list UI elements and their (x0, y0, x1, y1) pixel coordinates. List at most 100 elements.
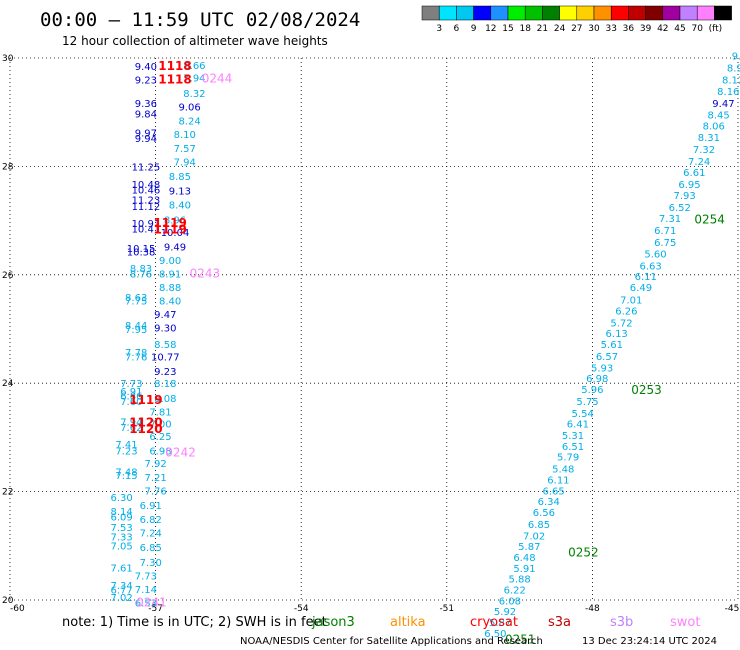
swh-value: 5.88 (508, 575, 530, 586)
legend-tick-label: 3 (436, 24, 442, 34)
legend-tick-label: 21 (537, 24, 548, 34)
swh-value: 7.05 (110, 542, 132, 553)
swh-value: 7.15 (115, 471, 137, 482)
swh-value: 6.56 (533, 508, 555, 519)
swh-value: 8.08 (154, 394, 176, 405)
swh-value: 8.85 (169, 172, 191, 183)
legend-swatch (593, 5, 612, 21)
legend-swatch (473, 5, 492, 21)
legend-tick-label: 18 (519, 24, 531, 34)
swh-value: 6.91 (120, 387, 142, 398)
swh-value: 6.30 (110, 493, 132, 504)
swh-value: 8.45 (707, 111, 729, 122)
swh-value: 9.84 (135, 110, 157, 121)
legend-swatch (438, 5, 457, 21)
legend-swatch (610, 5, 629, 21)
swh-value: 8.88 (159, 283, 181, 294)
swh-value: 8.76 (130, 270, 152, 281)
swh-value: 6.13 (606, 329, 628, 340)
legend-tick-label: 9 (471, 24, 477, 34)
lat-label: 24 (2, 379, 14, 389)
footer-credit: NOAA/NESDIS Center for Satellite Applica… (240, 636, 543, 647)
swh-value: 8.10 (174, 130, 196, 141)
satellite-label: altika (390, 615, 426, 630)
swh-value: 9.47 (712, 99, 734, 110)
legend-swatch (628, 5, 646, 21)
legend-swatch (490, 5, 509, 21)
swh-value: 11.25 (132, 163, 161, 174)
swh-value: 9.97 (135, 129, 157, 140)
swh-value: 7.94 (174, 157, 196, 168)
swh-value: 5.87 (518, 542, 540, 553)
swh-value: 6.71 (654, 226, 676, 237)
satellite-label: jason3 (311, 615, 355, 630)
swh-value: 6.77 (110, 585, 132, 596)
track-time-label: 0252 (568, 546, 599, 560)
swh-value: 6.98 (586, 374, 608, 385)
swh-value: 10.91 (132, 219, 161, 230)
swh-value: 7.53 (110, 523, 132, 534)
swh-value: 5.91 (513, 564, 535, 575)
map-subtitle: 12 hour collection of altimeter wave hei… (62, 34, 328, 48)
legend-swatch (524, 5, 543, 21)
legend-tick-label: 39 (640, 24, 652, 34)
swh-value: 5.60 (644, 249, 666, 260)
lat-label: 20 (2, 596, 14, 606)
swh-value: 6.98 (149, 447, 171, 458)
swh-value: 7.73 (120, 379, 142, 390)
swh-value: 5.92 (494, 607, 516, 618)
swh-value: 7.73 (135, 571, 157, 582)
swh-value: 6.11 (635, 272, 657, 283)
swh-value: 7.57 (174, 144, 196, 155)
swh-value: 7.34 (110, 581, 132, 592)
swh-value: 10.15 (127, 244, 156, 255)
swh-value: 7.14 (135, 585, 157, 596)
cryosat-time-label: 1119 (153, 223, 186, 237)
swh-value: 10.46 (132, 186, 161, 197)
swh-value: 8.58 (154, 340, 176, 351)
track-time-label: 0244 (202, 71, 233, 85)
satellite-label: cryosat (470, 615, 518, 630)
legend-tick-label: 30 (588, 24, 600, 34)
swh-value: 5.48 (552, 465, 574, 476)
cryosat-time-label: 1119 (153, 216, 186, 230)
legend-swatch (696, 5, 715, 21)
swh-value: 7.60 (120, 397, 142, 408)
swh-value: 10.41 (132, 225, 161, 236)
cryosat-time-label: 1118 (158, 59, 191, 73)
legend-swatch (542, 5, 560, 21)
swh-value: 8.06 (703, 122, 725, 133)
color-legend: 3 6 9 12 15 18 21 24 27 30 33 36 39 42 45 70 (ft) (421, 5, 732, 34)
swh-labels: 9.409.239.369.849.979.9411.2510.4810.461… (110, 52, 740, 647)
legend-tick-label: 33 (605, 24, 616, 34)
swh-value: 6.65 (542, 486, 564, 497)
legend-tick-label: 6 (454, 24, 460, 34)
track-time-label: 0243 (190, 267, 221, 281)
swh-value: 5.96 (581, 385, 603, 396)
map-title: 00:00 – 11:59 UTC 02/08/2024 (40, 9, 360, 31)
swh-value: 7.92 (144, 459, 166, 470)
swh-value: 8.91 (159, 270, 181, 281)
lon-label: -57 (148, 604, 163, 614)
swh-value: 6.09 (110, 512, 132, 523)
swh-value: 7.75 (125, 297, 147, 308)
swh-value: 6.82 (140, 515, 162, 526)
swh-value: 9.47 (154, 310, 176, 321)
track-time-label: 0253 (631, 383, 662, 397)
cryosat-time-label: 1118 (158, 72, 191, 86)
satellite-legend: jason3 altika cryosat s3a s3b swot (311, 615, 700, 630)
swh-value: 8.31 (698, 133, 720, 144)
swh-value: 6.51 (562, 442, 584, 453)
swh-value: 5.72 (610, 318, 632, 329)
swh-value: 7.95 (125, 325, 147, 336)
legend-swatch (714, 5, 732, 21)
swh-value: 7.61 (110, 563, 132, 574)
lat-label: 26 (2, 271, 14, 281)
legend-swatch (662, 5, 681, 21)
swh-value: 7.24 (688, 157, 710, 168)
swh-value: 5.31 (562, 431, 584, 442)
swh-value: 7.32 (693, 145, 715, 156)
swh-value: 9.30 (154, 324, 176, 335)
swh-value: 9.06 (178, 103, 200, 114)
